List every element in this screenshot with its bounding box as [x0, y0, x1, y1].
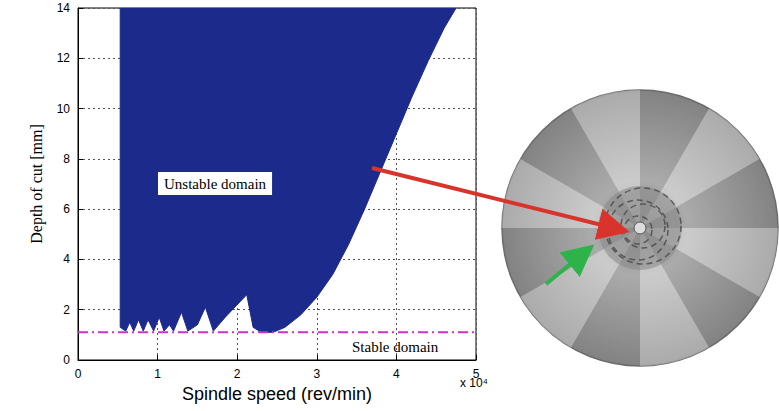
- svg-text:Stable domain: Stable domain: [352, 339, 439, 355]
- svg-text:14: 14: [57, 1, 71, 15]
- svg-text:Unstable domain: Unstable domain: [164, 176, 267, 192]
- svg-text:4: 4: [393, 367, 400, 381]
- svg-text:2: 2: [234, 367, 241, 381]
- svg-text:10: 10: [57, 102, 71, 116]
- svg-text:Spindle speed (rev/min): Spindle speed (rev/min): [182, 384, 372, 404]
- svg-text:Depth of cut [mm]: Depth of cut [mm]: [28, 124, 46, 244]
- svg-text:12: 12: [57, 51, 71, 65]
- svg-text:8: 8: [63, 152, 70, 166]
- svg-text:0: 0: [75, 367, 82, 381]
- svg-text:x 10⁴: x 10⁴: [460, 376, 488, 390]
- svg-text:2: 2: [63, 303, 70, 317]
- svg-text:4: 4: [63, 252, 70, 266]
- svg-text:3: 3: [313, 367, 320, 381]
- svg-text:5: 5: [472, 367, 480, 381]
- svg-text:6: 6: [63, 202, 70, 216]
- svg-text:1: 1: [154, 367, 161, 381]
- svg-text:0: 0: [63, 353, 70, 367]
